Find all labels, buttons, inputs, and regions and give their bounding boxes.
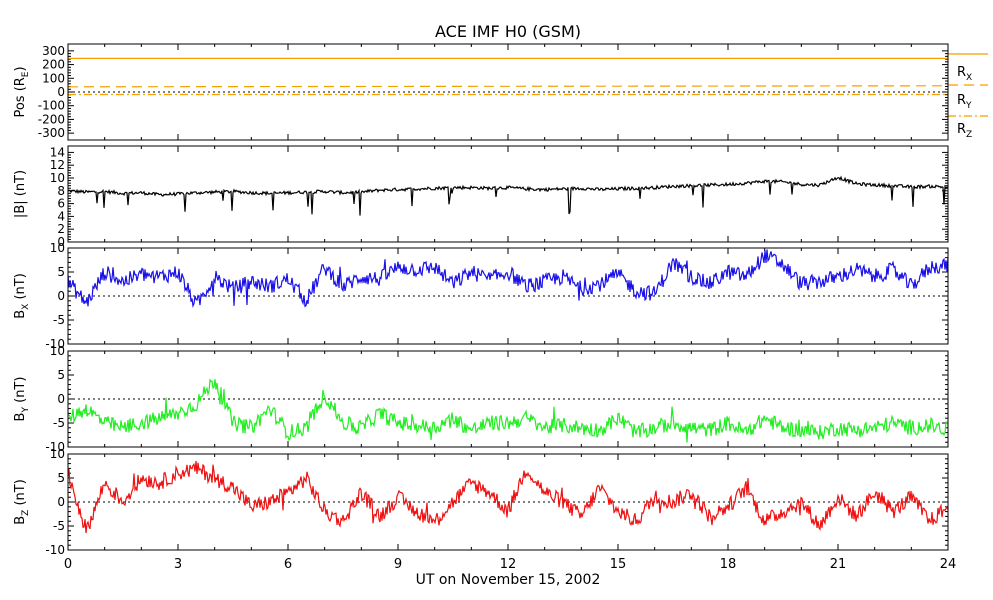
y-tick-label: -5 xyxy=(53,519,65,533)
series-line-bmag xyxy=(67,175,949,216)
series-line-bx xyxy=(67,249,949,308)
y-tick-label: -10 xyxy=(45,440,65,454)
series-line-bz xyxy=(67,460,949,534)
panel-frame xyxy=(67,145,949,243)
y-tick-label: 0 xyxy=(57,392,65,406)
panel-bz: 10 5 0 -5 -10 BZ (nT) xyxy=(13,447,949,557)
y-tick-label: 5 xyxy=(57,471,65,485)
y-tick-label: 10 xyxy=(50,344,65,358)
y-axis-label-by: BY (nT) xyxy=(13,377,31,422)
y-tick-label: 4 xyxy=(57,209,65,223)
x-tick-label: 24 xyxy=(940,557,957,572)
panel-frame xyxy=(67,453,949,551)
series-line-ry xyxy=(67,85,949,88)
y-tick-label: 10 xyxy=(50,171,65,185)
y-axis-label-bz: BZ (nT) xyxy=(13,479,31,525)
x-tick-label: 18 xyxy=(720,557,737,572)
y-tick-label: -10 xyxy=(45,543,65,557)
y-tick-label: 10 xyxy=(50,241,65,255)
series-line-by xyxy=(67,378,949,443)
y-tick-label: 0 xyxy=(57,495,65,509)
x-tick-label: 9 xyxy=(394,557,402,572)
y-tick-label: -300 xyxy=(38,126,65,140)
y-tick-label: 6 xyxy=(57,197,65,211)
y-tick-label: -5 xyxy=(53,416,65,430)
x-tick-label: 12 xyxy=(500,557,517,572)
y-tick-label: 8 xyxy=(57,184,65,198)
y-tick-label: 12 xyxy=(50,158,65,172)
y-axis-label-bx: BX (nT) xyxy=(13,273,31,319)
legend-label-rx: RX xyxy=(957,65,972,83)
x-tick-label: 21 xyxy=(830,557,847,572)
x-tick-label: 0 xyxy=(64,557,72,572)
y-axis-label-pos: Pos (RE) xyxy=(13,66,31,117)
y-tick-label: 0 xyxy=(57,85,65,99)
y-tick-label: -10 xyxy=(45,337,65,351)
y-tick-label: 0 xyxy=(57,235,65,249)
y-tick-label: -5 xyxy=(53,313,65,327)
panel-frame xyxy=(67,350,949,448)
panel-bx: 10 5 0 -5 -10 BX (nT) xyxy=(13,241,949,351)
y-tick-label: 200 xyxy=(42,58,65,72)
x-tick-label: 6 xyxy=(284,557,292,572)
panel-by: 10 5 0 -5 -10 BY (nT) xyxy=(13,344,949,454)
y-tick-label: 300 xyxy=(42,44,65,58)
x-axis-labels: 0 3 6 9 12 15 18 21 24 xyxy=(64,557,956,572)
x-tick-label: 3 xyxy=(174,557,182,572)
y-tick-label: -100 xyxy=(38,99,65,113)
y-tick-label: 14 xyxy=(50,145,65,159)
y-tick-label: 2 xyxy=(57,222,65,236)
y-tick-label: 0 xyxy=(57,289,65,303)
y-tick-label: 5 xyxy=(57,368,65,382)
y-tick-label: -200 xyxy=(38,112,65,126)
legend-label-rz: RZ xyxy=(957,122,972,140)
panel-frame xyxy=(67,43,949,141)
y-tick-label: 5 xyxy=(57,265,65,279)
x-tick-label: 15 xyxy=(610,557,627,572)
y-axis-label-bmag: |B| (nT) xyxy=(13,170,28,218)
y-tick-label: 100 xyxy=(42,71,65,85)
x-axis-label: UT on November 15, 2002 xyxy=(416,572,601,588)
y-tick-label: 10 xyxy=(50,447,65,461)
chart-title: ACE IMF H0 (GSM) xyxy=(435,22,581,41)
panel-frame xyxy=(67,247,949,345)
legend-label-ry: RY xyxy=(957,93,972,111)
